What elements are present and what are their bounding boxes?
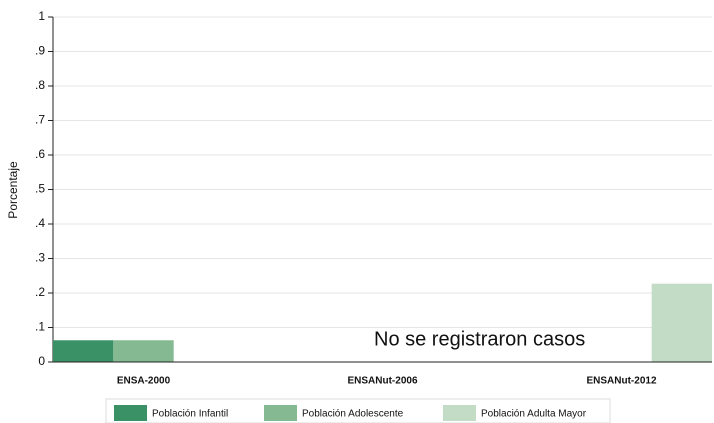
legend-label: Población Infantil xyxy=(152,409,228,420)
y-tick-label: .6 xyxy=(35,147,45,161)
y-tick-label: .1 xyxy=(35,320,45,334)
y-tick-label: .9 xyxy=(35,44,45,58)
legend-swatch xyxy=(114,405,147,421)
y-tick-label: .3 xyxy=(35,251,45,265)
y-tick-label: 1 xyxy=(38,9,45,23)
bar xyxy=(113,340,174,362)
legend: Población Infantil Población Adolescente P… xyxy=(105,398,611,423)
bar xyxy=(53,340,114,362)
y-tick-label: .4 xyxy=(35,216,45,230)
legend-swatch xyxy=(443,405,476,421)
annotation: No se registraron casos xyxy=(374,328,585,350)
x-tick-label: ENSANut-2006 xyxy=(347,376,417,387)
plot: 0 .1 .2 .3 .4 .5 .6 .7 .8 .9 1 ENSA-2000 ENSANut-200… xyxy=(35,9,712,423)
legend-swatch xyxy=(264,405,297,421)
y-tick-label: .5 xyxy=(35,182,45,196)
y-axis-label: Porcentaje xyxy=(6,161,20,219)
bar xyxy=(651,283,712,362)
x-tick-label: ENSA-2000 xyxy=(117,376,171,387)
legend-label: Población Adulta Mayor xyxy=(481,409,587,420)
legend-label: Población Adolescente xyxy=(302,409,404,420)
y-tick-label: .8 xyxy=(35,78,45,92)
y-tick-label: 0 xyxy=(38,354,45,368)
legend-box xyxy=(105,398,611,423)
y-tick-label: .7 xyxy=(35,113,45,127)
y-tick-label: .2 xyxy=(35,285,45,299)
x-tick-label: ENSANut-2012 xyxy=(586,376,656,387)
